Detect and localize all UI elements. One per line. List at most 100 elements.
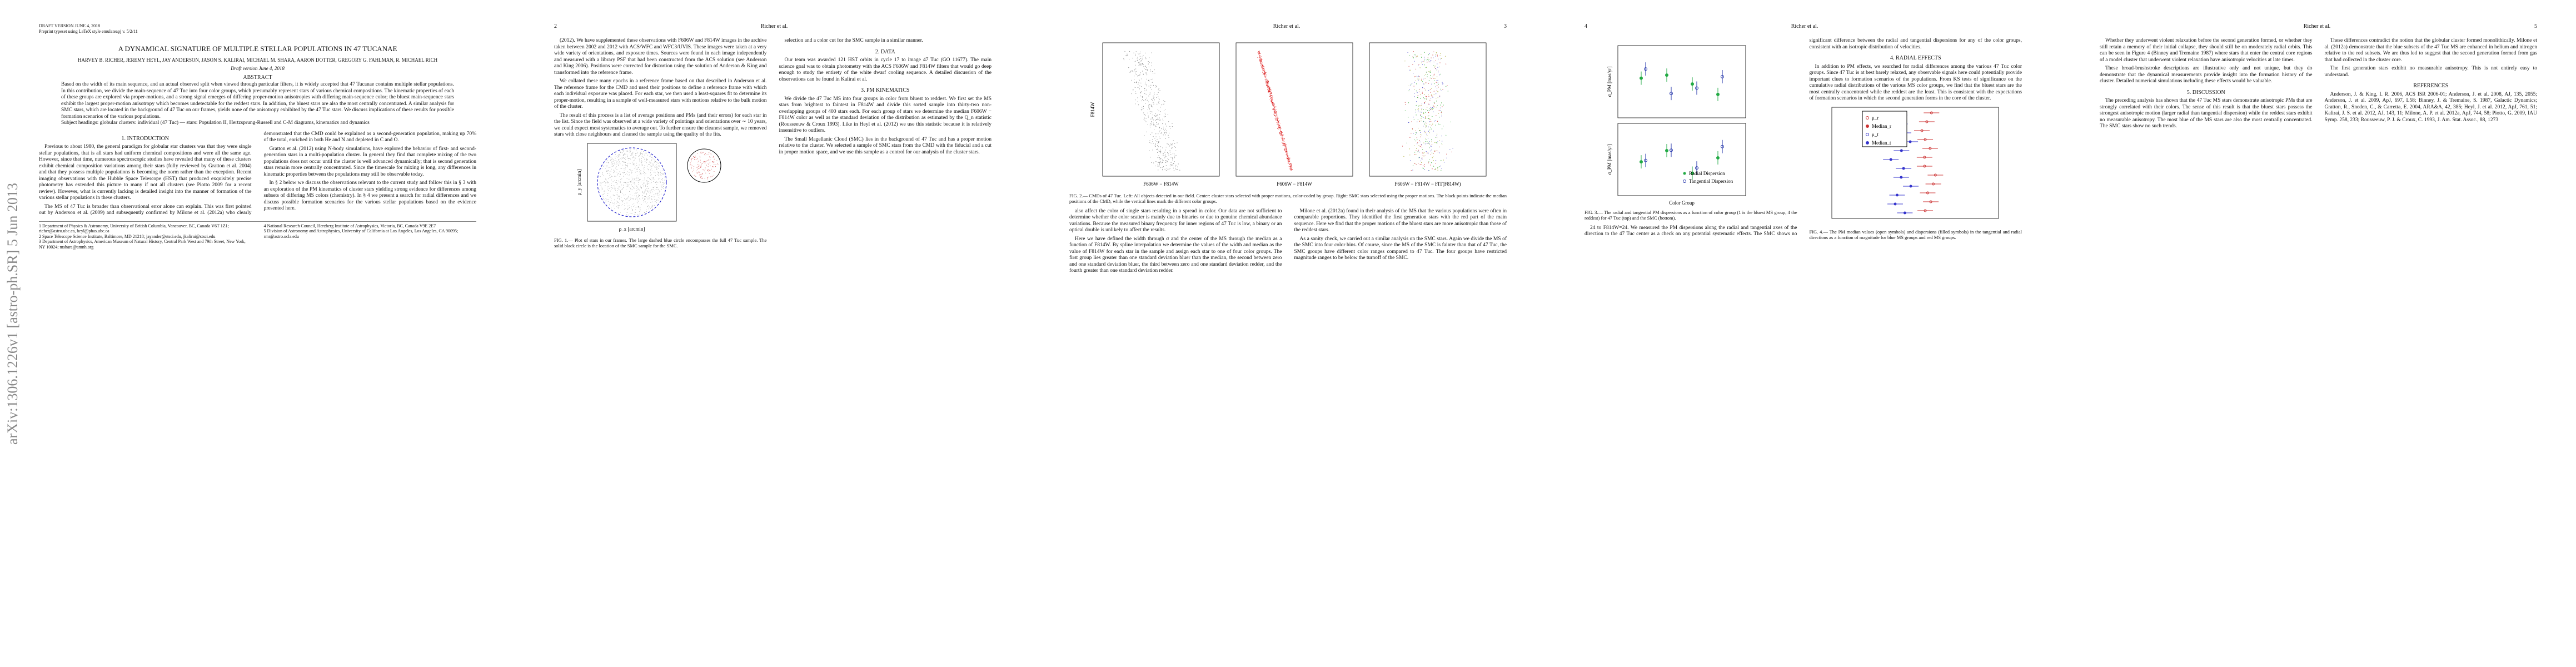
star xyxy=(1271,102,1272,103)
header-center: Richer et al. xyxy=(760,23,788,29)
page: Richer et al. 5 Whether they underwent vio… xyxy=(2061,0,2576,667)
star xyxy=(1437,121,1438,122)
star xyxy=(1439,74,1441,76)
star xyxy=(1442,83,1443,84)
star xyxy=(1434,150,1436,151)
star xyxy=(690,163,691,165)
star xyxy=(634,195,635,196)
star xyxy=(1158,102,1159,103)
star xyxy=(707,154,709,155)
star xyxy=(707,176,709,177)
star xyxy=(651,199,652,200)
star xyxy=(651,182,652,183)
star xyxy=(657,162,659,163)
star xyxy=(1161,128,1162,130)
section-heading: REFERENCES xyxy=(2413,83,2449,89)
header-center: Richer et al. xyxy=(2303,23,2331,29)
star xyxy=(662,186,663,187)
header-center: Richer et al. xyxy=(1273,23,1301,29)
star xyxy=(1143,66,1144,67)
x-axis-label: ρ_x [arcmin] xyxy=(619,226,645,232)
star xyxy=(1159,90,1160,91)
star xyxy=(1449,149,1451,150)
star xyxy=(639,211,640,212)
star xyxy=(1278,128,1279,130)
figure-plot: ρ_x [arcmin] ρ_y [arcmin] xyxy=(576,143,721,232)
star xyxy=(644,198,645,200)
star xyxy=(1439,140,1440,141)
star xyxy=(1152,141,1153,142)
star xyxy=(1134,69,1135,71)
footnote: 5 Division of Astronomy and Astrophysics… xyxy=(263,228,459,239)
star xyxy=(1417,151,1418,152)
star xyxy=(1155,144,1157,145)
star xyxy=(697,163,699,165)
star xyxy=(1139,74,1140,75)
star xyxy=(1284,144,1285,145)
star xyxy=(1135,51,1137,52)
star xyxy=(1266,79,1267,81)
star xyxy=(1159,157,1160,158)
star xyxy=(1289,163,1290,165)
star xyxy=(627,157,629,158)
legend-label: Tangential Dispersion xyxy=(1689,178,1733,184)
star xyxy=(1175,165,1177,166)
section-heading: 5. DISCUSSION xyxy=(2186,89,2225,96)
star xyxy=(1157,148,1158,150)
star xyxy=(1439,152,1440,153)
star xyxy=(1285,144,1287,145)
star xyxy=(1165,116,1166,117)
star xyxy=(642,192,644,193)
star xyxy=(620,191,621,192)
star xyxy=(1416,101,1417,102)
star xyxy=(1275,109,1277,110)
star xyxy=(657,195,659,196)
star xyxy=(647,198,649,200)
point xyxy=(1691,82,1694,86)
star xyxy=(1423,97,1424,98)
star xyxy=(658,200,659,201)
star xyxy=(705,161,706,162)
star xyxy=(625,164,626,165)
star xyxy=(612,163,613,165)
star xyxy=(1419,94,1421,96)
star xyxy=(699,172,700,173)
star xyxy=(1419,130,1421,131)
star xyxy=(603,193,604,195)
paragraph: The Small Magellanic Cloud (SMC) lies in… xyxy=(779,136,992,155)
star xyxy=(636,190,637,191)
star xyxy=(609,175,610,176)
star xyxy=(1270,89,1272,91)
paragraph: selection and a color cut for the SMC sa… xyxy=(784,38,923,43)
star xyxy=(1260,58,1262,59)
star xyxy=(627,197,629,198)
y-axis-label: F814W xyxy=(1090,102,1095,117)
point xyxy=(1909,185,1912,187)
star xyxy=(1267,84,1268,86)
star xyxy=(1432,97,1433,98)
body-columns: Whether they underwent violent relaxatio… xyxy=(2100,38,2537,130)
paragraph: (2012). We have supplemented these obser… xyxy=(554,38,767,76)
star xyxy=(1273,106,1274,107)
star xyxy=(645,190,646,191)
star xyxy=(1434,142,1436,143)
star xyxy=(1140,58,1142,59)
star xyxy=(614,186,615,187)
star xyxy=(1165,160,1166,161)
star xyxy=(1278,123,1279,125)
star xyxy=(1282,140,1283,141)
star xyxy=(620,190,621,191)
star xyxy=(646,158,647,160)
star xyxy=(657,171,658,172)
star xyxy=(1267,79,1268,81)
figure: F606W − F814W F606W − F814W F606W − F814W … xyxy=(1069,40,1507,204)
star xyxy=(623,153,624,155)
star xyxy=(1157,118,1158,120)
point xyxy=(1922,165,1926,167)
star xyxy=(1270,89,1272,91)
star xyxy=(1148,80,1149,81)
star xyxy=(640,179,641,180)
star xyxy=(1262,66,1263,67)
paragraph: These broad-brushstroke descriptions are… xyxy=(2100,66,2313,84)
star xyxy=(1172,143,1173,145)
